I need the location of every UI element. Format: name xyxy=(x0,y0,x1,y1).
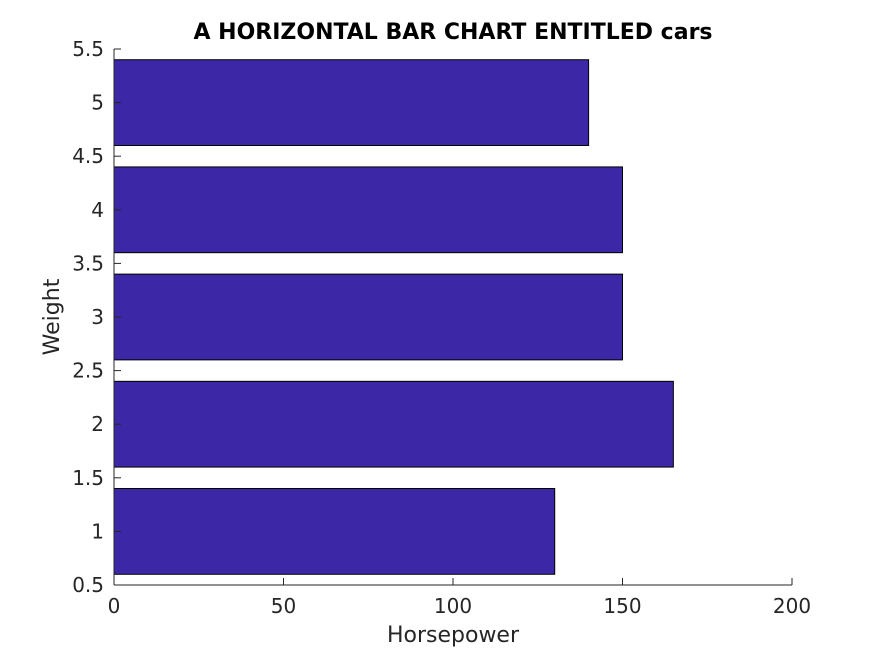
bar-1 xyxy=(113,488,556,575)
x-tick-label: 200 xyxy=(773,594,811,618)
y-tick-label: 0.5 xyxy=(72,573,104,597)
y-tick-label: 3 xyxy=(91,305,104,329)
y-tick-label: 2 xyxy=(91,412,104,436)
x-tick-label: 50 xyxy=(271,594,296,618)
x-axis-label: Horsepower xyxy=(387,623,520,648)
y-tick-label: 2.5 xyxy=(72,359,104,383)
bar-4 xyxy=(113,166,623,254)
bars-group xyxy=(113,59,674,575)
chart-title: A HORIZONTAL BAR CHART ENTITLED cars xyxy=(193,20,712,45)
y-tick-label: 3.5 xyxy=(72,251,104,275)
y-tick-label: 5 xyxy=(91,91,104,115)
bar-2 xyxy=(113,380,674,468)
bar-3 xyxy=(113,273,623,361)
x-tick-label: 150 xyxy=(603,594,641,618)
x-tick-label: 100 xyxy=(434,594,472,618)
y-tick-label: 4 xyxy=(91,198,104,222)
y-tick-label: 1 xyxy=(91,519,104,543)
x-ticks-group: 0 50 100 150 200 xyxy=(108,578,811,618)
y-tick-label: 5.5 xyxy=(72,37,104,61)
y-axis-label: Weight xyxy=(40,278,65,355)
x-tick-label: 0 xyxy=(108,594,121,618)
y-ticks-group: 0.5 1 1.5 2 2.5 3 3.5 4 4.5 5 5.5 xyxy=(72,37,121,597)
bar-5 xyxy=(113,59,590,146)
y-tick-label: 4.5 xyxy=(72,144,104,168)
y-tick-label: 1.5 xyxy=(72,466,104,490)
